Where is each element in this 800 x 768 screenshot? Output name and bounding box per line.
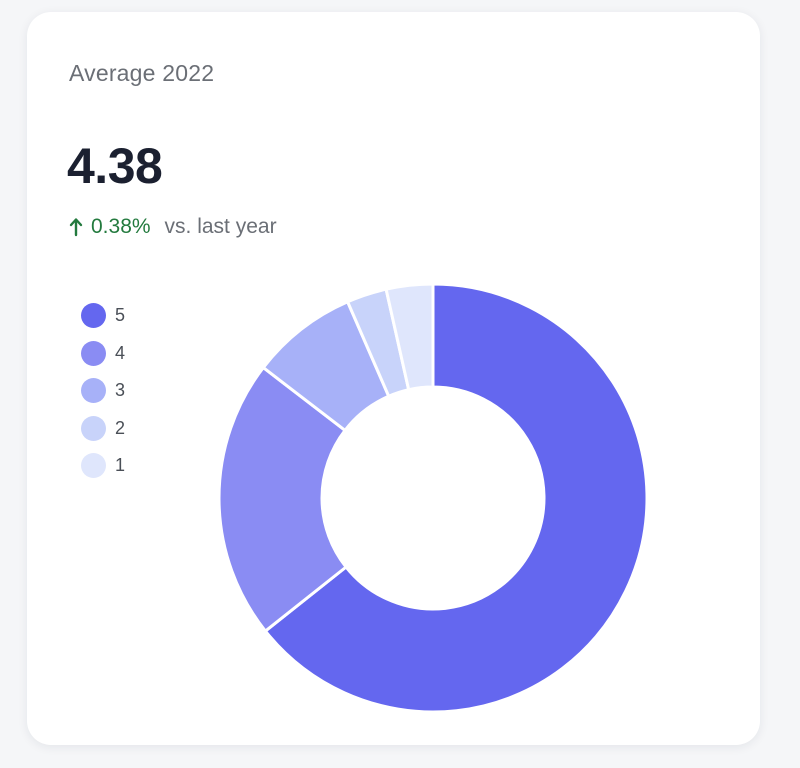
- legend-item-4[interactable]: 4: [81, 335, 125, 373]
- legend-swatch-4: [81, 340, 106, 366]
- legend-item-1[interactable]: 1: [81, 447, 125, 485]
- donut-slice-4[interactable]: [217, 366, 348, 633]
- legend-swatch-2: [81, 415, 106, 441]
- arrow-up-icon: [69, 216, 83, 238]
- legend-label-1: 1: [115, 455, 126, 476]
- legend-swatch-5: [81, 303, 106, 329]
- delta-caption: vs. last year: [164, 215, 277, 238]
- legend-label-4: 4: [115, 342, 126, 363]
- legend-label-2: 2: [115, 417, 126, 438]
- legend-swatch-3: [81, 378, 106, 404]
- legend-item-3[interactable]: 3: [81, 372, 125, 410]
- kpi-value: 4.38: [67, 138, 163, 194]
- delta-value: 0.38%: [91, 215, 151, 238]
- legend-item-2[interactable]: 2: [81, 410, 125, 448]
- legend-item-5[interactable]: 5: [81, 297, 125, 335]
- legend-label-5: 5: [115, 305, 126, 326]
- legend-label-3: 3: [115, 380, 126, 401]
- donut-slice-1[interactable]: [384, 282, 435, 392]
- donut-chart: [217, 282, 649, 714]
- delta-row: 0.38% vs. last year: [69, 215, 277, 239]
- donut-slice-5[interactable]: [263, 282, 649, 714]
- legend-swatch-1: [81, 453, 106, 479]
- stats-card: Average 2022 4.38 0.38% vs. last year 5 4…: [27, 12, 760, 745]
- chart-legend: 5 4 3 2 1: [81, 297, 125, 485]
- card-title: Average 2022: [69, 60, 215, 86]
